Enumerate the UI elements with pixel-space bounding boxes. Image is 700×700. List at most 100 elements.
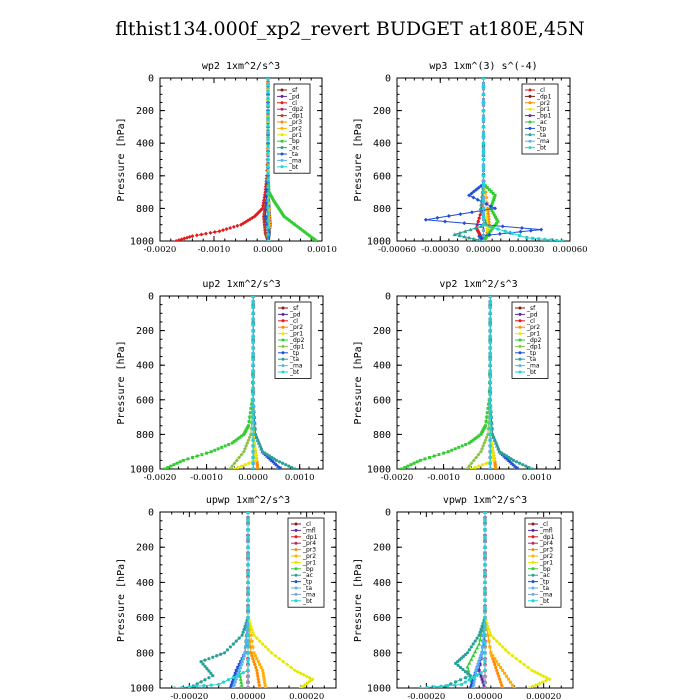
- data-point: [257, 441, 261, 445]
- data-point: [266, 219, 270, 223]
- data-point: [499, 680, 503, 684]
- legend-label: _dp1: [289, 343, 305, 350]
- data-point: [491, 211, 495, 215]
- series-bt: [482, 78, 565, 241]
- data-point: [403, 466, 407, 469]
- data-point: [222, 651, 227, 655]
- data-point: [281, 659, 286, 664]
- data-point: [481, 463, 485, 467]
- data-point: [483, 598, 487, 602]
- y-tick-label: 400: [136, 578, 154, 589]
- y-tick-label: 800: [136, 648, 154, 659]
- data-point: [488, 426, 493, 431]
- data-point: [264, 200, 269, 205]
- data-point: [478, 213, 482, 217]
- x-tick-label: -0.0020: [381, 473, 414, 483]
- legend-marker: [531, 548, 535, 552]
- data-point: [195, 684, 199, 688]
- data-point: [435, 215, 440, 220]
- data-point: [261, 671, 265, 675]
- data-point: [201, 662, 205, 666]
- panel-4: vp2 1xm^2/s^3 Pressure [hPa] -0.0020 -0.001…: [353, 279, 561, 483]
- data-point: [469, 645, 473, 649]
- data-point: [468, 227, 473, 232]
- data-point: [205, 451, 209, 455]
- data-point: [476, 219, 480, 224]
- data-point: [235, 223, 240, 228]
- data-point: [454, 680, 458, 684]
- data-point: [471, 236, 476, 241]
- data-point: [488, 305, 493, 310]
- data-point: [248, 415, 252, 419]
- data-point: [264, 686, 268, 688]
- data-point: [266, 171, 270, 175]
- y-tick-label: 0: [148, 508, 154, 519]
- y-tick-label: 1000: [367, 237, 391, 248]
- data-point: [446, 450, 450, 454]
- data-point: [251, 397, 256, 402]
- data-point: [483, 624, 487, 629]
- data-point: [479, 627, 483, 631]
- data-point: [471, 642, 475, 646]
- data-point: [251, 633, 256, 638]
- data-point: [543, 237, 547, 241]
- data-point: [266, 232, 270, 236]
- data-point: [464, 442, 468, 446]
- legend-marker: [531, 528, 535, 532]
- data-point: [483, 651, 487, 655]
- data-point: [488, 368, 493, 373]
- data-point: [488, 397, 493, 402]
- x-tick-label: 0.0010: [285, 473, 315, 483]
- data-point: [482, 166, 485, 170]
- data-point: [250, 639, 254, 643]
- y-tick-label: 200: [136, 326, 154, 337]
- data-point: [478, 630, 482, 634]
- data-point: [241, 686, 244, 688]
- data-point: [228, 225, 233, 230]
- x-tick-label: 0.00060: [552, 245, 587, 255]
- data-point: [258, 444, 262, 448]
- data-point: [266, 130, 270, 134]
- data-point: [248, 645, 253, 649]
- data-point: [261, 198, 266, 203]
- data-point: [207, 676, 211, 680]
- data-point: [251, 374, 256, 379]
- data-point: [246, 598, 250, 602]
- data-point: [254, 455, 258, 460]
- legend-marker: [294, 592, 298, 596]
- legend-label: _pr1: [302, 559, 316, 566]
- data-point: [255, 435, 259, 439]
- data-point: [207, 657, 211, 661]
- data-point: [488, 392, 493, 397]
- data-point: [239, 452, 244, 457]
- data-point: [242, 627, 246, 631]
- legend-marker: [531, 560, 535, 564]
- data-point: [483, 519, 487, 523]
- data-point: [495, 668, 499, 673]
- data-point: [504, 454, 509, 458]
- data-point: [488, 345, 493, 350]
- data-point: [483, 674, 487, 678]
- plot-area: [400, 296, 534, 469]
- data-point: [493, 193, 497, 197]
- plot-area: [173, 512, 315, 688]
- data-point: [483, 184, 487, 188]
- data-point: [418, 458, 422, 462]
- data-point: [285, 662, 290, 667]
- data-point: [494, 441, 498, 445]
- data-point: [238, 674, 243, 678]
- legend-label: _pr2: [539, 553, 553, 560]
- legend-label: _ac: [302, 572, 313, 579]
- legend-marker: [280, 165, 284, 169]
- data-point: [251, 296, 256, 298]
- data-point: [246, 563, 250, 567]
- data-point: [266, 164, 270, 168]
- legend-label: _cl: [526, 318, 535, 325]
- data-point: [475, 636, 479, 640]
- data-point: [483, 660, 487, 664]
- data-point: [228, 686, 232, 688]
- legend-marker: [528, 94, 532, 98]
- data-point: [266, 96, 270, 100]
- data-point: [259, 447, 263, 451]
- data-point: [479, 224, 484, 228]
